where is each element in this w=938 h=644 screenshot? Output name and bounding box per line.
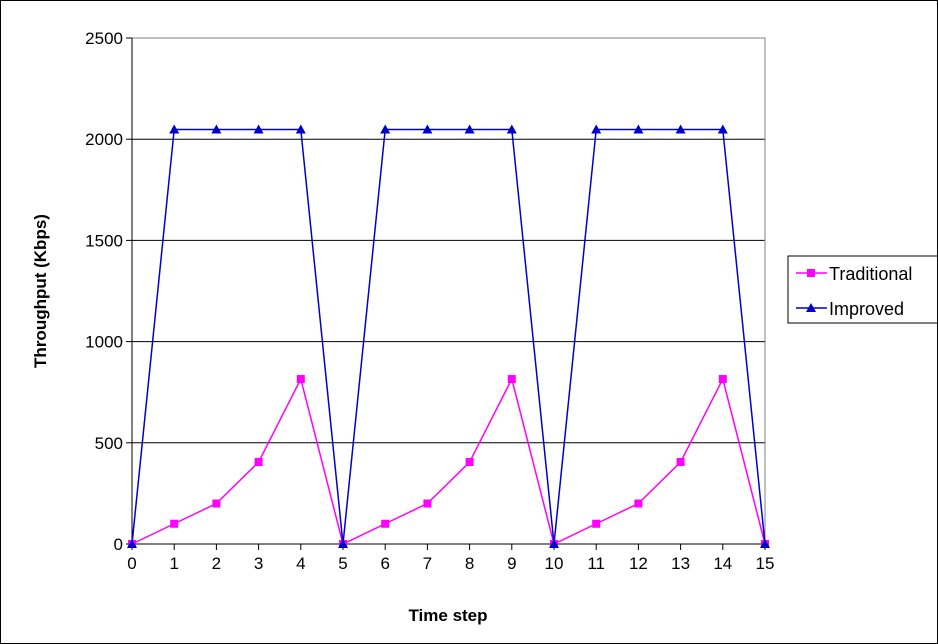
data-point-improved [675,124,686,134]
x-tick-label: 6 [380,554,389,573]
data-point-traditional [634,499,643,508]
x-tick-label: 14 [713,554,732,573]
data-point-improved [253,124,264,134]
data-point-improved [422,124,433,134]
legend-item-improved: Improved [796,299,904,319]
y-tick-label: 2000 [85,130,123,149]
y-tick-label: 1000 [85,333,123,352]
series-improved [127,124,770,548]
data-point-traditional [592,519,601,528]
legend-marker [806,303,816,312]
x-tick-label: 11 [587,554,605,573]
x-tick-label: 8 [465,554,474,573]
data-point-improved [380,124,391,134]
y-tick-label: 2500 [85,29,123,48]
data-point-improved [338,539,348,548]
legend: Traditional Improved [787,255,937,324]
x-tick-label: 13 [671,554,690,573]
x-tick-label: 7 [423,554,432,573]
y-tick-label: 1500 [85,231,123,250]
plot-area [131,37,766,545]
data-point-traditional [676,458,685,467]
data-point-improved [591,124,602,134]
x-tick-label: 5 [338,554,347,573]
data-point-improved [633,124,644,134]
data-point-traditional [465,458,474,467]
y-tick-label: 500 [95,434,123,453]
data-point-improved [169,124,180,134]
data-point-traditional [423,499,432,508]
x-tick-label: 0 [127,554,136,573]
data-point-traditional [254,458,263,467]
data-point-improved [211,124,222,134]
data-point-improved [549,539,559,548]
legend-marker [807,269,815,277]
x-tick-label: 1 [169,554,178,573]
x-axis-title: Time step [408,606,487,625]
x-tick-label: 2 [212,554,221,573]
data-point-traditional [170,519,179,528]
data-point-traditional [296,375,305,384]
x-tick-label: 9 [507,554,516,573]
legend-item-traditional: Traditional [796,264,912,284]
x-tick-label: 10 [545,554,564,573]
series-traditional [128,375,769,548]
data-point-improved [464,124,475,134]
data-point-traditional [212,499,221,508]
data-point-improved [760,539,770,548]
data-point-improved [127,539,137,548]
series-line-improved [131,128,766,545]
x-tick-label: 12 [629,554,648,573]
data-point-improved [506,124,517,134]
y-tick-label: 0 [114,535,123,554]
data-point-traditional [381,519,390,528]
gridlines [132,138,765,444]
x-tick-label: 3 [254,554,263,573]
series-line-traditional [131,376,766,546]
data-point-traditional [507,375,516,384]
y-axis-title: Throughput (Kbps) [31,214,50,368]
data-point-traditional [718,375,727,384]
x-tick-label: 4 [296,554,305,573]
x-tick-label: 15 [756,554,775,573]
data-point-improved [295,124,306,134]
series [127,124,770,548]
legend-label: Traditional [829,264,912,284]
data-point-improved [717,124,728,134]
legend-label: Improved [829,299,904,319]
